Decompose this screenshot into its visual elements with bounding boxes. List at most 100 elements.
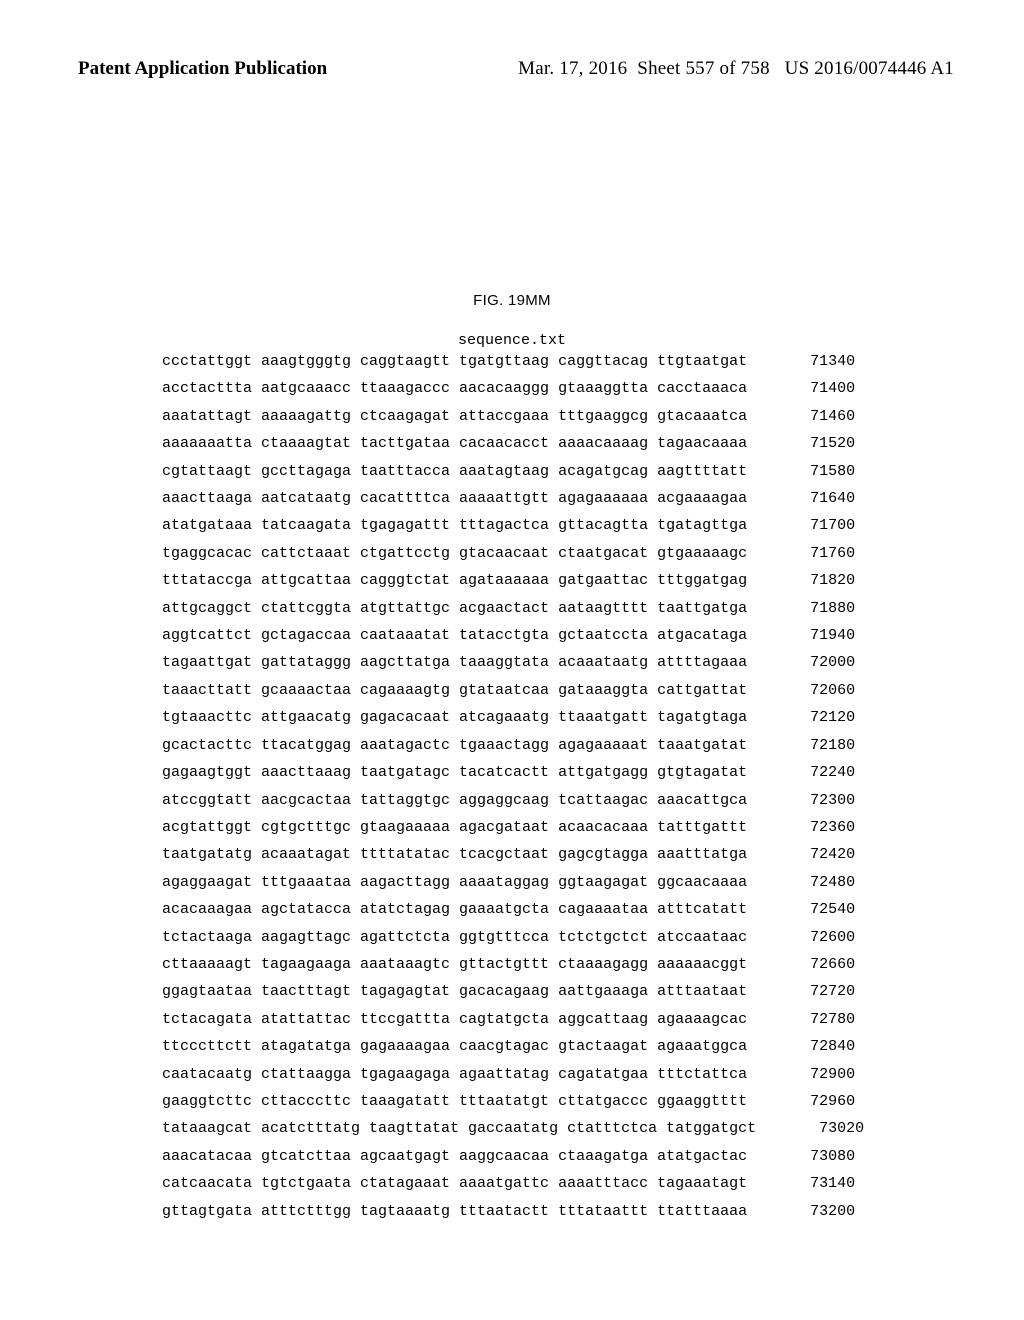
header-row: Patent Application Publication Mar. 17, … <box>78 58 954 80</box>
sequence-position: 71460 <box>765 403 855 430</box>
sequence-position: 73200 <box>765 1198 855 1225</box>
sequence-row: gaaggtcttc cttacccttc taaagatatt tttaata… <box>162 1088 864 1115</box>
sequence-codes: ttcccttctt atagatatga gagaaaagaa caacgta… <box>162 1033 747 1060</box>
sequence-row: ccctattggt aaagtgggtg caggtaagtt tgatgtt… <box>162 348 864 375</box>
sequence-codes: attgcaggct ctattcggta atgttattgc acgaact… <box>162 595 747 622</box>
sequence-row: aaacatacaa gtcatcttaa agcaatgagt aaggcaa… <box>162 1143 864 1170</box>
pub-number: US 2016/0074446 A1 <box>785 58 954 79</box>
sequence-row: ggagtaataa taactttagt tagagagtat gacacag… <box>162 978 864 1005</box>
sequence-position: 72600 <box>765 924 855 951</box>
sequence-position: 71820 <box>765 567 855 594</box>
sequence-row: attgcaggct ctattcggta atgttattgc acgaact… <box>162 595 864 622</box>
sequence-row: gttagtgata atttctttgg tagtaaaatg tttaata… <box>162 1198 864 1225</box>
sequence-row: caatacaatg ctattaagga tgagaagaga agaatta… <box>162 1061 864 1088</box>
sequence-codes: ccctattggt aaagtgggtg caggtaagtt tgatgtt… <box>162 348 747 375</box>
pub-date: Mar. 17, 2016 <box>518 58 627 79</box>
sequence-position: 71700 <box>765 512 855 539</box>
sequence-row: ttcccttctt atagatatga gagaaaagaa caacgta… <box>162 1033 864 1060</box>
sequence-row: gagaagtggt aaacttaaag taatgatagc tacatca… <box>162 759 864 786</box>
sequence-position: 72420 <box>765 841 855 868</box>
sequence-row: tctactaaga aagagttagc agattctcta ggtgttt… <box>162 924 864 951</box>
sequence-position: 71580 <box>765 458 855 485</box>
sequence-position: 73020 <box>774 1115 864 1142</box>
sequence-row: acctacttta aatgcaaacc ttaaagaccc aacacaa… <box>162 375 864 402</box>
sequence-row: tgaggcacac cattctaaat ctgattcctg gtacaac… <box>162 540 864 567</box>
sequence-codes: tgtaaacttc attgaacatg gagacacaat atcagaa… <box>162 704 747 731</box>
sequence-codes: acacaaagaa agctatacca atatctagag gaaaatg… <box>162 896 747 923</box>
sequence-codes: cgtattaagt gccttagaga taatttacca aaatagt… <box>162 458 747 485</box>
sequence-codes: catcaacata tgtctgaata ctatagaaat aaaatga… <box>162 1170 747 1197</box>
sequence-codes: tgaggcacac cattctaaat ctgattcctg gtacaac… <box>162 540 747 567</box>
sequence-codes: tataaagcat acatctttatg taagttatat gaccaa… <box>162 1115 756 1142</box>
sequence-row: agaggaagat tttgaaataa aagacttagg aaaatag… <box>162 869 864 896</box>
sequence-codes: tttataccga attgcattaa cagggtctat agataaa… <box>162 567 747 594</box>
sequence-row: taaacttatt gcaaaactaa cagaaaagtg gtataat… <box>162 677 864 704</box>
sequence-position: 72180 <box>765 732 855 759</box>
sequence-row: aaacttaaga aatcataatg cacattttca aaaaatt… <box>162 485 864 512</box>
sequence-row: tctacagata atattattac ttccgattta cagtatg… <box>162 1006 864 1033</box>
sequence-row: aaaaaaatta ctaaaagtat tacttgataa cacaaca… <box>162 430 864 457</box>
sequence-row: taatgatatg acaaatagat ttttatatac tcacgct… <box>162 841 864 868</box>
sequence-position: 73080 <box>765 1143 855 1170</box>
sequence-codes: atatgataaa tatcaagata tgagagattt tttagac… <box>162 512 747 539</box>
sequence-row: cgtattaagt gccttagaga taatttacca aaatagt… <box>162 458 864 485</box>
sequence-position: 72240 <box>765 759 855 786</box>
page-root: Patent Application Publication Mar. 17, … <box>0 0 1024 1320</box>
sequence-codes: acctacttta aatgcaaacc ttaaagaccc aacacaa… <box>162 375 747 402</box>
sequence-codes: atccggtatt aacgcactaa tattaggtgc aggaggc… <box>162 787 747 814</box>
figure-title: FIG. 19MM <box>0 292 1024 309</box>
sequence-position: 71880 <box>765 595 855 622</box>
sequence-position: 72120 <box>765 704 855 731</box>
sequence-position: 72960 <box>765 1088 855 1115</box>
sequence-row: catcaacata tgtctgaata ctatagaaat aaaatga… <box>162 1170 864 1197</box>
sequence-row: gcactacttc ttacatggag aaatagactc tgaaact… <box>162 732 864 759</box>
sequence-position: 71400 <box>765 375 855 402</box>
sequence-position: 71760 <box>765 540 855 567</box>
sequence-codes: caatacaatg ctattaagga tgagaagaga agaatta… <box>162 1061 747 1088</box>
sequence-codes: gagaagtggt aaacttaaag taatgatagc tacatca… <box>162 759 747 786</box>
publication-meta: Mar. 17, 2016 Sheet 557 of 758 US 2016/0… <box>518 58 954 80</box>
sequence-position: 72900 <box>765 1061 855 1088</box>
sequence-block: ccctattggt aaagtgggtg caggtaagtt tgatgtt… <box>162 348 864 1225</box>
sequence-codes: aaatattagt aaaaagattg ctcaagagat attaccg… <box>162 403 747 430</box>
sequence-row: atccggtatt aacgcactaa tattaggtgc aggaggc… <box>162 787 864 814</box>
sequence-position: 72000 <box>765 649 855 676</box>
sequence-codes: aaacttaaga aatcataatg cacattttca aaaaatt… <box>162 485 747 512</box>
sequence-row: atatgataaa tatcaagata tgagagattt tttagac… <box>162 512 864 539</box>
sequence-position: 73140 <box>765 1170 855 1197</box>
sequence-row: cttaaaaagt tagaagaaga aaataaagtc gttactg… <box>162 951 864 978</box>
sequence-position: 72060 <box>765 677 855 704</box>
sequence-row: tttataccga attgcattaa cagggtctat agataaa… <box>162 567 864 594</box>
sequence-codes: tctactaaga aagagttagc agattctcta ggtgttt… <box>162 924 747 951</box>
sequence-position: 72480 <box>765 869 855 896</box>
sequence-position: 72300 <box>765 787 855 814</box>
sequence-row: aggtcattct gctagaccaa caataaatat tatacct… <box>162 622 864 649</box>
sequence-position: 72540 <box>765 896 855 923</box>
sequence-position: 71340 <box>765 348 855 375</box>
sequence-position: 72360 <box>765 814 855 841</box>
sequence-codes: gaaggtcttc cttacccttc taaagatatt tttaata… <box>162 1088 747 1115</box>
sequence-row: acacaaagaa agctatacca atatctagag gaaaatg… <box>162 896 864 923</box>
sequence-position: 72720 <box>765 978 855 1005</box>
sequence-filename: sequence.txt <box>0 332 1024 349</box>
sequence-codes: ggagtaataa taactttagt tagagagtat gacacag… <box>162 978 747 1005</box>
sequence-codes: gttagtgata atttctttgg tagtaaaatg tttaata… <box>162 1198 747 1225</box>
publication-label: Patent Application Publication <box>78 58 327 80</box>
sequence-position: 71640 <box>765 485 855 512</box>
sequence-codes: taatgatatg acaaatagat ttttatatac tcacgct… <box>162 841 747 868</box>
sequence-codes: agaggaagat tttgaaataa aagacttagg aaaatag… <box>162 869 747 896</box>
sequence-codes: tagaattgat gattataggg aagcttatga taaaggt… <box>162 649 747 676</box>
page-header: Patent Application Publication Mar. 17, … <box>0 58 1024 80</box>
sequence-position: 71520 <box>765 430 855 457</box>
sequence-codes: gcactacttc ttacatggag aaatagactc tgaaact… <box>162 732 747 759</box>
sequence-codes: tctacagata atattattac ttccgattta cagtatg… <box>162 1006 747 1033</box>
sequence-codes: cttaaaaagt tagaagaaga aaataaagtc gttactg… <box>162 951 747 978</box>
sequence-codes: acgtattggt cgtgctttgc gtaagaaaaa agacgat… <box>162 814 747 841</box>
sequence-position: 71940 <box>765 622 855 649</box>
sequence-codes: taaacttatt gcaaaactaa cagaaaagtg gtataat… <box>162 677 747 704</box>
sequence-row: tagaattgat gattataggg aagcttatga taaaggt… <box>162 649 864 676</box>
sequence-position: 72780 <box>765 1006 855 1033</box>
sequence-row: tgtaaacttc attgaacatg gagacacaat atcagaa… <box>162 704 864 731</box>
sequence-row: acgtattggt cgtgctttgc gtaagaaaaa agacgat… <box>162 814 864 841</box>
sequence-row: aaatattagt aaaaagattg ctcaagagat attaccg… <box>162 403 864 430</box>
